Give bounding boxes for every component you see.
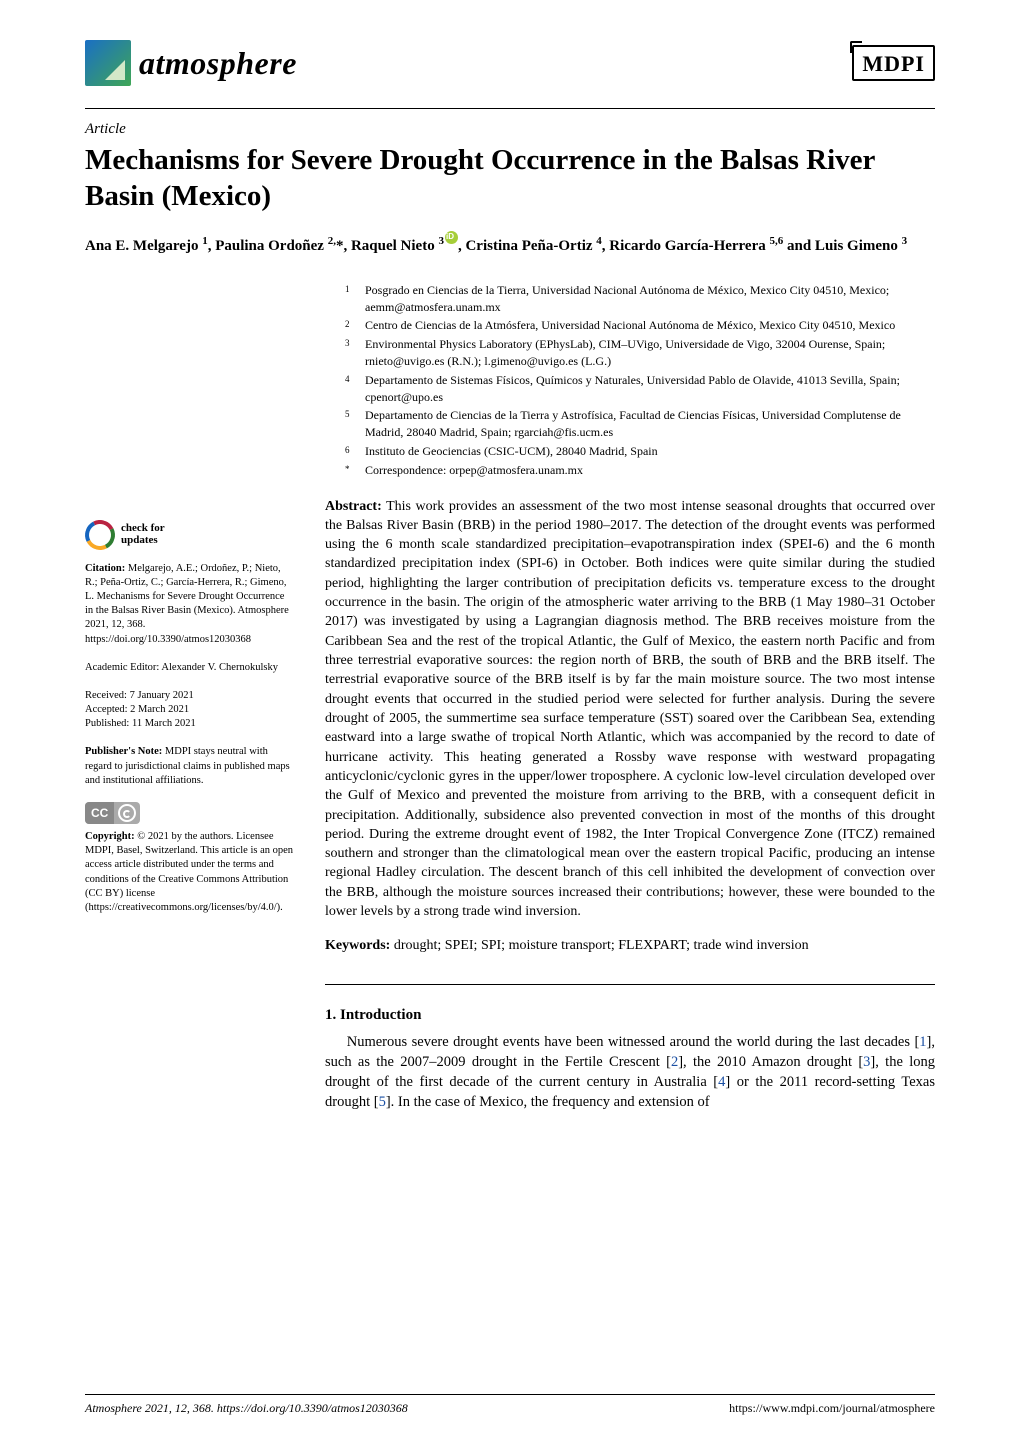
- affiliation-text: Departamento de Sistemas Físicos, Químic…: [365, 372, 935, 406]
- pubnote-label: Publisher's Note:: [85, 746, 162, 757]
- affiliation-text: Correspondence: orpep@atmosfera.unam.mx: [365, 462, 935, 479]
- copyright-block: Copyright: © 2021 by the authors. Licens…: [85, 830, 295, 915]
- keywords-label: Keywords:: [325, 938, 390, 953]
- accepted-date: Accepted: 2 March 2021: [85, 703, 295, 717]
- publisher-note-block: Publisher's Note: MDPI stays neutral wit…: [85, 745, 295, 788]
- affiliation-row: 4Departamento de Sistemas Físicos, Quími…: [345, 372, 935, 406]
- page-footer: Atmosphere 2021, 12, 368. https://doi.or…: [85, 1394, 935, 1416]
- affiliation-text: Environmental Physics Laboratory (EPhysL…: [365, 336, 935, 370]
- article-type: Article: [85, 121, 935, 138]
- author-list: Ana E. Melgarejo 1, Paulina Ordoñez 2,*,…: [85, 231, 935, 256]
- footer-right: https://www.mdpi.com/journal/atmosphere: [729, 1401, 935, 1416]
- affiliation-num: *: [345, 462, 365, 479]
- citation-label: Citation:: [85, 563, 125, 574]
- check-updates-label: check for updates: [121, 523, 165, 546]
- orcid-icon: [445, 231, 458, 244]
- cc-badge-row: CC: [85, 802, 295, 824]
- header-rule: [85, 108, 935, 109]
- affiliation-row: 5Departamento de Ciencias de la Tierra y…: [345, 407, 935, 441]
- atmosphere-icon: [85, 40, 131, 86]
- article-title: Mechanisms for Severe Drought Occurrence…: [85, 142, 935, 215]
- affiliation-num: 3: [345, 336, 365, 370]
- editor-label: Academic Editor:: [85, 662, 159, 673]
- dates-block: Received: 7 January 2021 Accepted: 2 Mar…: [85, 689, 295, 732]
- mdpi-logo: MDPI: [852, 45, 935, 81]
- affiliation-row: *Correspondence: orpep@atmosfera.unam.mx: [345, 462, 935, 479]
- ref-link[interactable]: 4: [718, 1074, 725, 1090]
- citation-block: Citation: Melgarejo, A.E.; Ordoñez, P.; …: [85, 562, 295, 647]
- copyright-label: Copyright:: [85, 831, 135, 842]
- editor-name: Alexander V. Chernokulsky: [161, 662, 278, 673]
- received-date: Received: 7 January 2021: [85, 689, 295, 703]
- affiliation-row: 1Posgrado en Ciencias de la Tierra, Univ…: [345, 282, 935, 316]
- footer-left: Atmosphere 2021, 12, 368. https://doi.or…: [85, 1401, 408, 1416]
- editor-block: Academic Editor: Alexander V. Chernokuls…: [85, 661, 295, 675]
- keywords: Keywords: drought; SPEI; SPI; moisture t…: [325, 937, 935, 956]
- abstract-text: This work provides an assessment of the …: [325, 499, 935, 920]
- affiliation-num: 6: [345, 443, 365, 460]
- keywords-text: drought; SPEI; SPI; moisture transport; …: [394, 938, 809, 953]
- journal-name: atmosphere: [139, 45, 297, 82]
- affiliation-num: 2: [345, 317, 365, 334]
- copyright-text: © 2021 by the authors. Licensee MDPI, Ba…: [85, 831, 293, 913]
- affiliation-row: 6Instituto de Geociencias (CSIC-UCM), 28…: [345, 443, 935, 460]
- journal-logo: atmosphere: [85, 40, 297, 86]
- affiliation-row: 2Centro de Ciencias de la Atmósfera, Uni…: [345, 317, 935, 334]
- section-heading-1: 1. Introduction: [325, 1005, 935, 1025]
- affiliation-num: 5: [345, 407, 365, 441]
- keywords-rule: [325, 984, 935, 985]
- affiliation-text: Instituto de Geociencias (CSIC-UCM), 280…: [365, 443, 935, 460]
- affiliation-text: Posgrado en Ciencias de la Tierra, Unive…: [365, 282, 935, 316]
- affiliation-text: Centro de Ciencias de la Atmósfera, Univ…: [365, 317, 935, 334]
- abstract: Abstract: This work provides an assessme…: [325, 497, 935, 922]
- affiliation-text: Departamento de Ciencias de la Tierra y …: [365, 407, 935, 441]
- cc-by-icon: CC: [85, 802, 140, 824]
- intro-paragraph: Numerous severe drought events have been…: [325, 1032, 935, 1113]
- published-date: Published: 11 March 2021: [85, 717, 295, 731]
- ref-link[interactable]: 5: [379, 1094, 386, 1110]
- check-updates-icon: [85, 520, 115, 550]
- affiliations: 1Posgrado en Ciencias de la Tierra, Univ…: [325, 282, 935, 479]
- affiliation-row: 3Environmental Physics Laboratory (EPhys…: [345, 336, 935, 370]
- citation-text: Melgarejo, A.E.; Ordoñez, P.; Nieto, R.;…: [85, 563, 289, 645]
- check-for-updates[interactable]: check for updates: [85, 520, 295, 550]
- sidebar: check for updates Citation: Melgarejo, A…: [85, 282, 295, 1113]
- ref-link[interactable]: 1: [919, 1034, 926, 1050]
- affiliation-num: 1: [345, 282, 365, 316]
- ref-link[interactable]: 2: [671, 1054, 678, 1070]
- affiliation-num: 4: [345, 372, 365, 406]
- abstract-label: Abstract:: [325, 499, 382, 514]
- ref-link[interactable]: 3: [863, 1054, 870, 1070]
